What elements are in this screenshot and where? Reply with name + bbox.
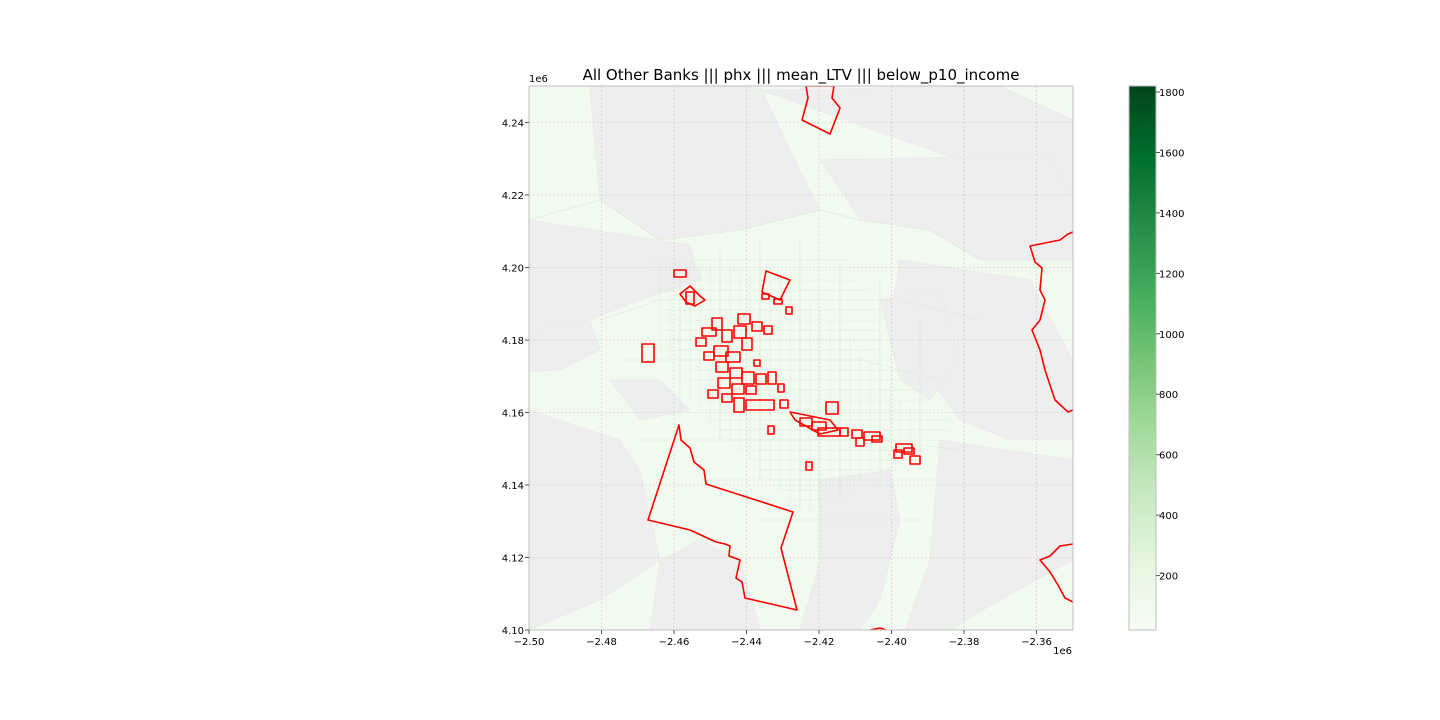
map-title: All Other Banks ||| phx ||| mean_LTV |||… <box>582 66 1020 84</box>
colorbar-tick-label: 1400 <box>1159 209 1184 220</box>
x-tick-label: −2.44 <box>731 637 762 648</box>
x-tick-label: −2.48 <box>586 637 617 648</box>
y-tick-label: 4.10 <box>502 626 524 637</box>
x-tick-label: −2.42 <box>804 637 835 648</box>
map-axes <box>529 86 1073 630</box>
x-axis: −2.50 −2.48 −2.46 −2.44 −2.42 −2.40 −2.3… <box>514 630 1072 657</box>
x-tick-label: −2.36 <box>1021 637 1052 648</box>
no-data-regions <box>529 86 1073 630</box>
y-axis: 4.10 4.12 4.14 4.16 4.18 4.20 4.22 4.24 … <box>502 74 548 637</box>
colorbar-tick-label: 800 <box>1159 390 1178 401</box>
y-tick-label: 4.24 <box>502 119 524 130</box>
x-tick-label: −2.50 <box>514 637 545 648</box>
y-tick-label: 4.14 <box>502 481 524 492</box>
colorbar-tick-label: 600 <box>1159 451 1178 462</box>
x-offset-label: 1e6 <box>1053 646 1072 657</box>
y-tick-label: 4.20 <box>502 264 524 275</box>
map-frame <box>528 85 1074 631</box>
y-tick-label: 4.18 <box>502 336 524 347</box>
highlight-southeast-edge <box>1039 543 1073 603</box>
colorbar-tick-label: 1000 <box>1159 330 1184 341</box>
y-tick-label: 4.16 <box>502 409 524 420</box>
colorbar-tick-label: 1200 <box>1159 269 1184 280</box>
x-tick-label: −2.38 <box>949 637 980 648</box>
colorbar: 200 400 600 800 1000 1200 1400 1600 1800 <box>1128 85 1184 631</box>
colorbar-tick-label: 1800 <box>1159 88 1184 99</box>
highlighted-tracts <box>641 86 1073 630</box>
x-tick-label: −2.40 <box>876 637 907 648</box>
highlight-north <box>801 86 841 135</box>
colorbar-tick-label: 1600 <box>1159 149 1184 160</box>
colorbar-tick-label: 400 <box>1159 511 1178 522</box>
y-tick-label: 4.12 <box>502 554 524 565</box>
colorbar-tick-label: 200 <box>1159 572 1178 583</box>
y-tick-label: 4.22 <box>502 191 524 202</box>
grid-lines <box>529 86 1073 630</box>
x-tick-label: −2.46 <box>659 637 690 648</box>
y-offset-label: 1e6 <box>529 74 548 85</box>
highlight-south-large <box>647 424 798 611</box>
colorbar-gradient <box>1128 85 1157 631</box>
highlight-south-edge <box>869 627 887 630</box>
highlight-east-edge <box>1029 231 1073 413</box>
